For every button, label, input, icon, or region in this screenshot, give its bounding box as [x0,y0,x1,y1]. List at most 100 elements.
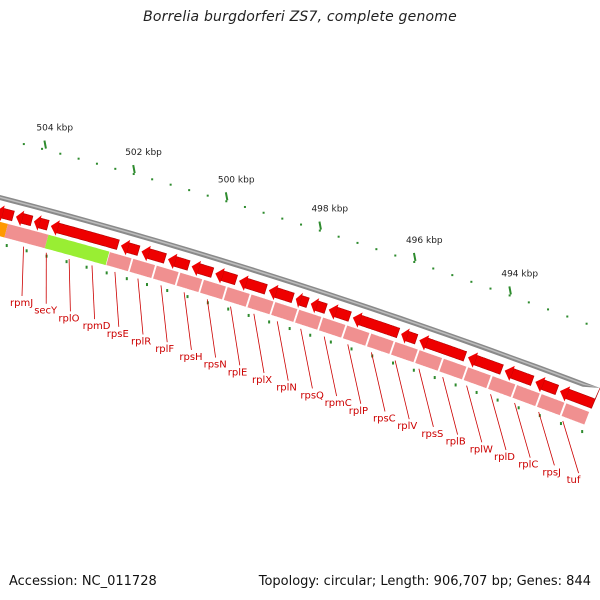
gene-leader-line [394,360,410,420]
gene-label-rplN: rplN [276,383,297,394]
feature-band [511,384,541,407]
gene-label-rplC: rplC [518,460,538,471]
gene-arrow [334,306,352,322]
gene-leader-line [253,313,265,374]
minor-tick [281,217,284,220]
gene-leader-line [114,271,120,327]
minor-tick [318,229,321,232]
major-tick [318,221,322,230]
gene-arrow-head [468,352,479,368]
inner-tick [454,383,457,387]
gene-label-rplW: rplW [470,444,493,455]
gene-label-rplF: rplF [155,344,174,355]
feature-band [414,349,443,372]
inner-tick [581,430,584,434]
gene-arrow [565,387,600,409]
gene-leader-line [276,321,289,381]
minor-tick [489,287,492,290]
gene-arrow [173,256,191,271]
gene-arrow [126,242,141,256]
gene-label-rplD: rplD [494,452,515,463]
inner-tick [125,277,128,281]
gene-label-rplV: rplV [397,421,417,432]
gene-arrow-head [239,275,249,291]
gene-arrow-head [559,386,571,402]
major-tick [43,140,47,149]
inner-tick [350,347,353,351]
gene-arrow-head [141,245,151,262]
minor-tick [527,301,530,304]
inner-tick [329,340,332,344]
gene-label-rpsJ: rpsJ [542,467,561,478]
gene-leader-line [230,306,241,366]
gene-arrow-head [50,220,60,236]
major-tick [132,164,136,174]
gene-arrow [540,379,560,395]
gene-arrow-head [191,260,202,277]
minor-tick [262,211,265,214]
minor-tick [566,315,569,318]
feature-band [366,332,395,355]
gene-leader-line [91,265,95,320]
tick-label: 498 kbp [311,205,348,215]
inner-tick [268,320,271,324]
minor-tick [77,157,80,160]
gene-label-rpsS: rpsS [421,429,443,440]
inner-tick [517,406,520,410]
feature-band [246,293,275,315]
gene-arrow [298,295,310,308]
inner-tick [65,260,68,264]
gene-arrow [314,300,328,314]
feature-band [105,251,133,272]
inner-tick [475,390,478,394]
feature-band [294,309,323,331]
inner-tick [288,327,291,331]
feature-band [175,271,203,293]
minor-tick [337,235,340,238]
feature-band [560,402,590,426]
gene-leader-line [538,411,555,466]
inner-tick [433,376,436,380]
tick-label: 504 kbp [36,124,73,134]
gene-arrow [274,287,295,304]
gene-leader-line [347,344,362,404]
inner-tick [247,313,250,317]
gene-label-rplB: rplB [446,437,466,448]
feature-band [4,223,49,249]
feature-band [223,286,251,308]
gene-arrow-head [328,304,339,320]
gene-arrow [509,368,535,386]
inner-tick [227,307,230,311]
tick-label: 494 kbp [501,269,538,279]
gene-label-rpsQ: rpsQ [300,390,324,401]
minor-tick [22,143,25,146]
gene-label-rpsE: rpsE [107,329,129,340]
feature-band [462,366,492,389]
gene-arrow [1,208,15,222]
inner-tick [85,265,88,269]
gene-label-rpmC: rpmC [325,398,352,409]
minor-tick [356,241,359,244]
gene-arrow [20,213,34,226]
minor-tick [188,189,191,192]
tick-label: 502 kbp [125,148,162,158]
gene-leader-line [442,376,458,435]
gene-label-tuf: tuf [567,475,581,486]
gene-label-rplO: rplO [58,313,79,324]
inner-tick [392,361,395,365]
gene-leader-line [562,420,579,474]
minor-tick [206,194,209,197]
minor-tick [470,280,473,283]
feature-band [128,258,156,279]
inner-tick [412,368,415,372]
feature-band [342,324,371,347]
minor-tick [59,152,62,155]
gene-label-rpsN: rpsN [204,360,227,371]
gene-leader-line [371,352,386,412]
feature-band [390,341,419,363]
feature-band [199,279,227,301]
gene-arrow-head [120,239,131,256]
minor-tick [547,308,550,311]
